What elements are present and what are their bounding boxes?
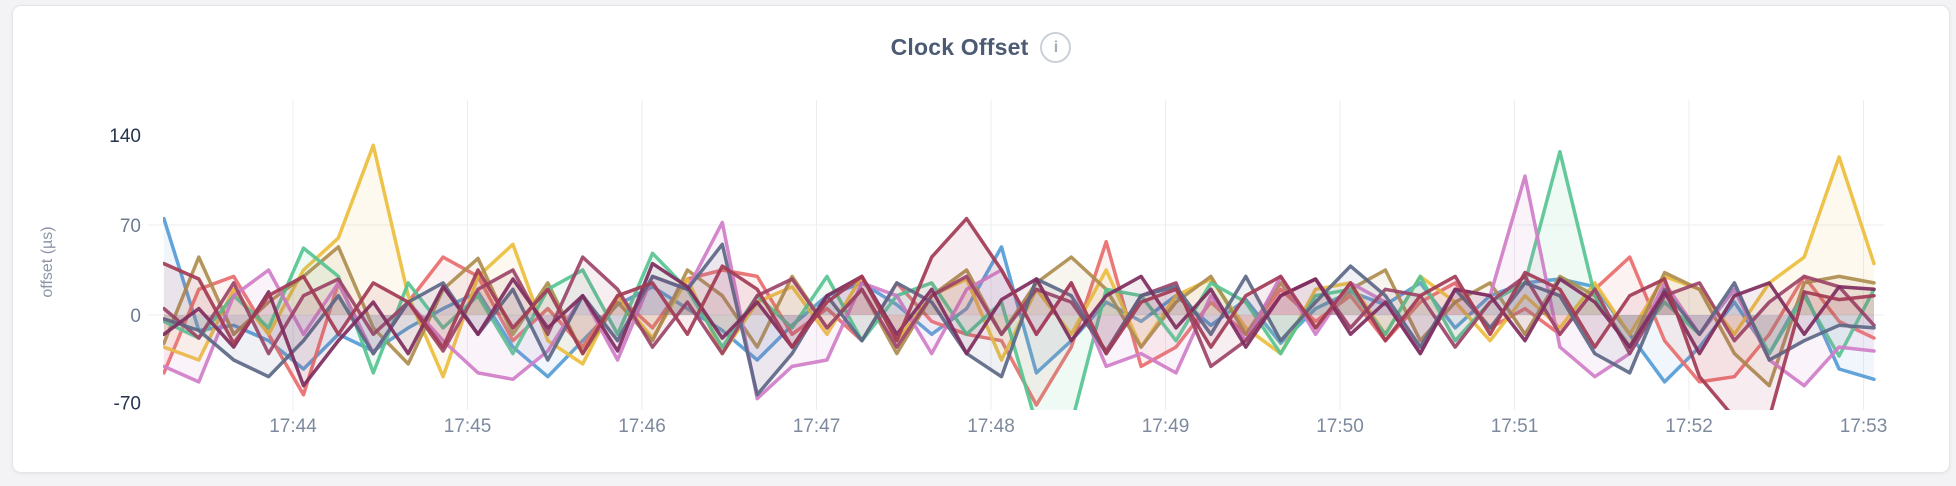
series-9-plum-line [163,261,1876,388]
series-10-maroon-area [163,218,1874,410]
series-7-wine-area [163,257,1874,367]
y-axis-title: offset (µs) [39,226,56,297]
x-tick-label: 17:48 [967,416,1015,437]
info-icon-glyph: i [1053,38,1059,56]
chart-title: Clock Offset [890,34,1029,60]
x-tick-label: 17:53 [1840,416,1888,437]
series-4-olive-line [163,245,1876,388]
series-8-slate-area [163,244,1874,395]
series-group [163,143,1876,410]
y-tick-label: 0 [130,306,141,327]
series-8-slate-line [163,242,1876,397]
chart-header: Clock Offset i [13,32,1949,63]
series-10-maroon-line [163,216,1876,410]
series-9-plum-area [163,263,1874,386]
y-tick-label: 140 [109,126,141,147]
x-tick-label: 17:45 [444,416,492,437]
x-tick-label: 17:51 [1491,416,1539,437]
series-5-mint-line [163,149,1876,410]
x-tick-label: 17:47 [793,416,841,437]
x-tick-label: 17:52 [1665,416,1713,437]
x-tick-label: 17:50 [1316,416,1364,437]
y-tick-label: 70 [120,216,141,237]
x-tick-label: 17:46 [618,416,666,437]
series-3-gold-area [163,145,1874,377]
x-tick-label: 17:49 [1142,416,1190,437]
x-tick-label: 17:44 [269,416,317,437]
y-tick-label: -70 [114,393,141,414]
info-icon[interactable]: i [1040,32,1072,63]
